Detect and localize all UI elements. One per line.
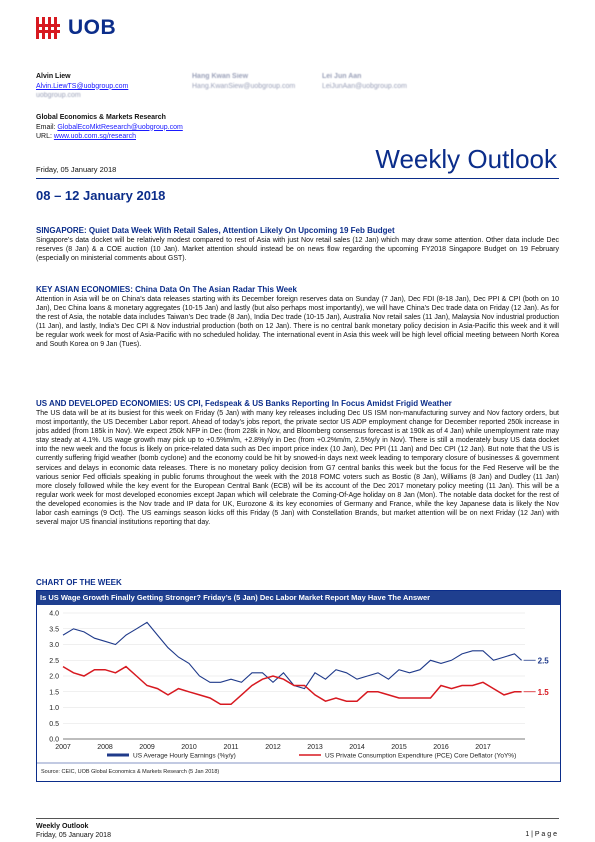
dept-name: Global Economics & Markets Research (36, 114, 166, 121)
contact-email-link[interactable]: LeiJunAan@uobgroup.com (322, 82, 407, 90)
x-tick-label: 2016 (433, 744, 449, 751)
contact-name: Alvin Liew (36, 73, 71, 80)
y-tick-label: 0.5 (49, 721, 59, 728)
y-tick-label: 1.0 (49, 705, 59, 712)
research-url-link[interactable]: www.uob.com.sg/research (53, 133, 136, 140)
x-tick-label: 2014 (349, 744, 365, 751)
contact-2: Hang Kwan Siew Hang.KwanSiew@uobgroup.co… (192, 72, 295, 91)
contact-extra: uobgroup.com (36, 92, 81, 99)
y-tick-label: 0.0 (49, 737, 59, 744)
x-tick-label: 2009 (139, 744, 155, 751)
contact-3: Lei Jun Aan LeiJunAan@uobgroup.com (322, 72, 407, 91)
legend-label: US Average Hourly Earnings (%y/y) (133, 753, 236, 760)
footer-title: Weekly Outlook (36, 823, 89, 830)
section-body-asia: Attention in Asia will be on China’s dat… (36, 296, 559, 349)
x-tick-label: 2011 (223, 744, 238, 751)
series-line (62, 665, 522, 706)
y-tick-label: 2.0 (49, 674, 59, 681)
publish-date: Friday, 05 January 2018 (36, 165, 117, 174)
logo-text: UOB (68, 16, 117, 39)
x-tick-label: 2013 (307, 744, 323, 751)
page-number: 1 | P a g e (525, 831, 557, 838)
footer-block: Weekly Outlook Friday, 05 January 2018 (36, 822, 111, 840)
contact-email-link[interactable]: Hang.KwanSiew@uobgroup.com (192, 82, 296, 90)
section-title-singapore: SINGAPORE: Quiet Data Week With Retail S… (36, 226, 395, 235)
page-title: Weekly Outlook (375, 144, 557, 174)
y-tick-label: 3.0 (49, 642, 59, 649)
section-title-us: US AND DEVELOPED ECONOMIES: US CPI, Feds… (36, 399, 452, 408)
series-line (62, 621, 522, 690)
y-tick-label: 3.5 (49, 626, 59, 633)
y-tick-label: 4.0 (49, 611, 59, 618)
chart-source: Source: CEIC, UOB Global Economics & Mar… (41, 769, 219, 775)
research-dept-block: Global Economics & Markets Research Emai… (36, 114, 183, 140)
contact-name: Hang Kwan Siew (192, 73, 249, 80)
chart-heading: CHART OF THE WEEK (36, 578, 122, 587)
chart-container: Is US Wage Growth Finally Getting Strong… (36, 590, 561, 782)
section-title-asia: KEY ASIAN ECONOMIES: China Data On The A… (36, 285, 297, 294)
contact-1: Alvin Liew Alvin.LiewTS@uobgroup.com uob… (36, 72, 128, 101)
x-tick-label: 2012 (265, 744, 281, 751)
footer-date: Friday, 05 January 2018 (36, 832, 111, 839)
line-chart: 0.0 0.5 1.0 1.5 2.0 2.5 3.0 3.5 4.0 2007 2008 2009 2… (37, 611, 560, 775)
contact-email-link[interactable]: Alvin.LiewTS@uobgroup.com (36, 82, 129, 90)
week-range: 08 – 12 January 2018 (36, 188, 166, 203)
section-body-singapore: Singapore’s data docket will be relative… (36, 237, 559, 263)
y-tick-label: 1.5 (49, 689, 59, 696)
y-tick-label: 2.5 (49, 658, 59, 665)
chart-title: Is US Wage Growth Finally Getting Strong… (37, 591, 560, 605)
section-body-us: The US data will be at its busiest for t… (36, 410, 559, 527)
header-divider (36, 178, 559, 179)
end-value-label: 2.5 (538, 656, 550, 665)
end-value-label: 1.5 (538, 688, 550, 697)
x-tick-label: 2007 (55, 744, 71, 751)
uob-logo-mark (36, 17, 62, 39)
footer-divider (36, 818, 559, 819)
x-tick-label: 2010 (181, 744, 197, 751)
contact-name: Lei Jun Aan (322, 73, 362, 80)
x-tick-label: 2015 (391, 744, 407, 751)
legend-label: US Private Consumption Expenditure (PCE)… (325, 753, 516, 760)
research-email-link[interactable]: GlobalEcoMktResearch@uobgroup.com (57, 123, 183, 131)
uob-logo: UOB (36, 16, 116, 40)
x-tick-label: 2017 (475, 744, 491, 751)
x-tick-label: 2008 (97, 744, 113, 751)
